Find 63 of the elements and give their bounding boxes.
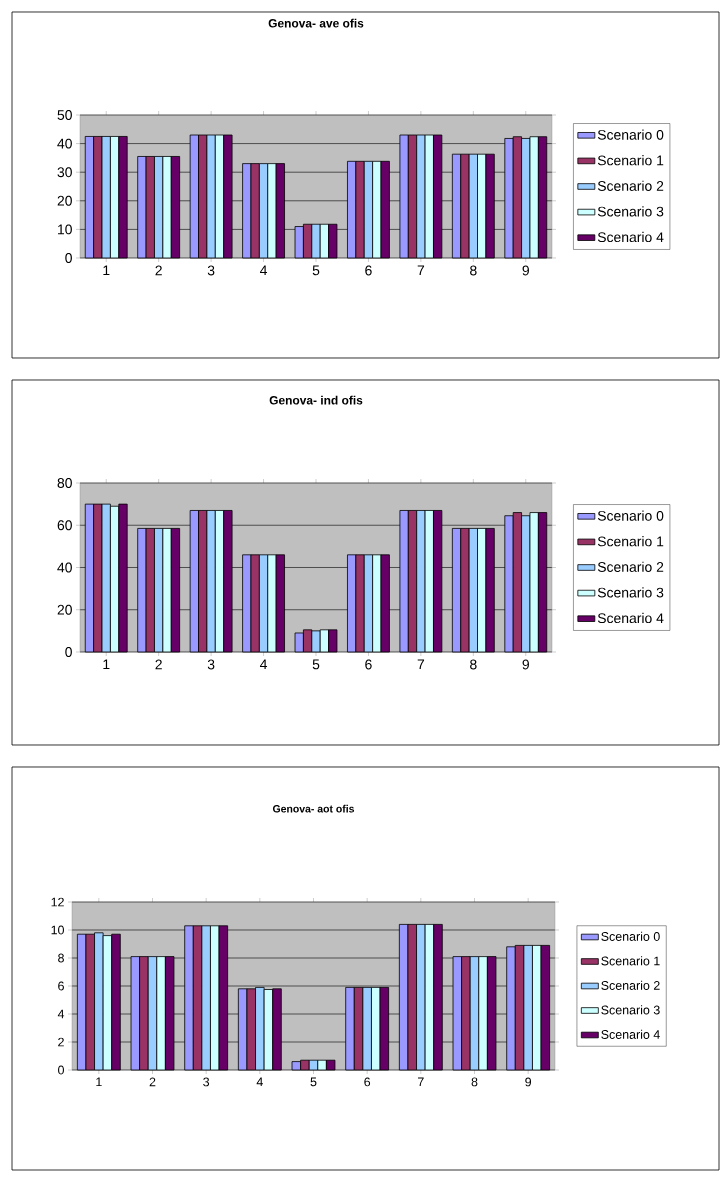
- legend-label: Scenario 0: [597, 129, 664, 140]
- legend-label: Scenario 4: [597, 612, 664, 624]
- y-tick-label: 0: [65, 253, 72, 263]
- x-tick-label: 8: [470, 659, 477, 670]
- y-tick-label: 20: [57, 604, 72, 615]
- chart-title: Genova- ind ofis: [269, 395, 363, 405]
- chart-title: Genova- aot ofis: [272, 804, 355, 813]
- x-tick-label: 5: [310, 1077, 317, 1087]
- x-tick-label: 3: [207, 659, 215, 670]
- x-tick-label: 7: [418, 1077, 424, 1087]
- x-tick-label: 3: [203, 1077, 210, 1087]
- legend-label: Scenario 2: [601, 980, 660, 990]
- y-tick-label: 40: [57, 562, 72, 573]
- legend-label: Scenario 4: [601, 1029, 660, 1039]
- x-tick-label: 8: [470, 265, 477, 276]
- y-tick-label: 0: [58, 1065, 64, 1075]
- legend-label: Scenario 1: [597, 155, 664, 166]
- x-tick-label: 1: [103, 659, 110, 670]
- x-tick-label: 9: [525, 1077, 532, 1087]
- y-tick-label: 12: [51, 897, 64, 907]
- x-tick-label: 6: [365, 265, 372, 276]
- legend-label: Scenario 1: [601, 956, 660, 966]
- y-tick-label: 6: [58, 981, 64, 991]
- x-tick-label: 3: [207, 265, 215, 276]
- legend-label: Scenario 1: [597, 536, 664, 547]
- y-tick-label: 0: [65, 647, 72, 657]
- legend-label: Scenario 0: [597, 510, 664, 521]
- x-tick-label: 7: [417, 659, 425, 670]
- x-tick-label: 5: [312, 265, 320, 276]
- y-tick-label: 30: [57, 167, 72, 178]
- y-tick-label: 40: [57, 138, 72, 149]
- chart-title: Genova- ave ofis: [268, 18, 364, 28]
- y-tick-label: 4: [57, 1009, 65, 1019]
- legend-label: Scenario 2: [597, 561, 664, 572]
- x-tick-label: 9: [522, 659, 529, 670]
- x-tick-label: 7: [417, 265, 425, 276]
- y-tick-label: 20: [57, 195, 72, 206]
- x-tick-label: 1: [96, 1077, 102, 1087]
- x-tick-label: 9: [522, 265, 529, 276]
- x-tick-label: 2: [155, 659, 162, 670]
- y-tick-label: 60: [57, 520, 72, 531]
- x-tick-label: 4: [259, 265, 268, 276]
- x-tick-label: 6: [365, 659, 372, 670]
- x-tick-label: 8: [471, 1077, 478, 1087]
- legend-label: Scenario 3: [601, 1005, 660, 1015]
- y-tick-label: 2: [58, 1037, 64, 1047]
- y-tick-label: 8: [58, 953, 64, 963]
- legend-label: Scenario 4: [597, 231, 664, 243]
- y-tick-label: 10: [58, 224, 72, 235]
- y-tick-label: 50: [57, 110, 72, 120]
- legend-label: Scenario 0: [601, 931, 660, 941]
- x-tick-label: 1: [103, 265, 110, 276]
- x-tick-label: 2: [149, 1077, 156, 1087]
- x-tick-label: 4: [256, 1077, 263, 1087]
- y-tick-label: 10: [51, 925, 64, 935]
- x-tick-label: 4: [259, 659, 268, 670]
- y-tick-label: 80: [57, 478, 72, 488]
- x-tick-label: 2: [155, 265, 162, 276]
- x-tick-label: 6: [364, 1077, 371, 1087]
- legend-label: Scenario 3: [597, 587, 664, 598]
- legend-label: Scenario 3: [597, 206, 664, 217]
- x-tick-label: 5: [312, 659, 320, 670]
- legend-label: Scenario 2: [597, 180, 664, 191]
